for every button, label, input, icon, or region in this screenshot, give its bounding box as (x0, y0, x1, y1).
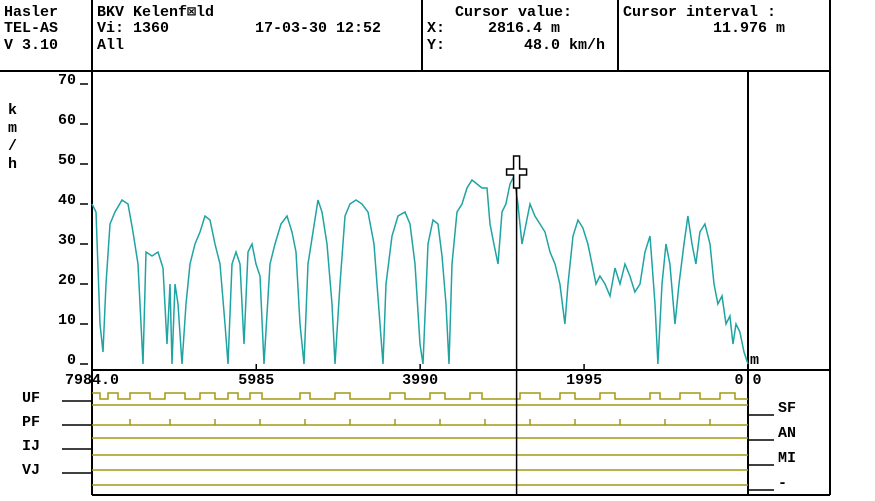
signal-trace (92, 419, 748, 426)
signal-label: SF (778, 400, 796, 417)
signal-label: VJ (22, 462, 40, 479)
y-tick-label: 20 (58, 272, 76, 289)
x-axis-unit: m (750, 352, 759, 369)
device-text: TEL-AS (4, 20, 58, 37)
cursor-interval-title: Cursor interval : (623, 4, 776, 21)
y-tick-label: 40 (58, 192, 76, 209)
cursor-y-value: 48.0 km/h (524, 37, 605, 54)
y-tick-label: 60 (58, 112, 76, 129)
cursor-x-value: 2816.4 m (488, 20, 560, 37)
signal-label: - (778, 475, 787, 492)
y-axis-label: h (8, 156, 17, 173)
date: 17-03-30 12:52 (255, 20, 381, 37)
device-text: V 3.10 (4, 37, 58, 54)
speed-line (91, 173, 749, 365)
cursor-y-label: Y: (427, 37, 445, 54)
signal-label: AN (778, 425, 796, 442)
cursor-x-label: X: (427, 20, 445, 37)
y-tick-label: 50 (58, 152, 76, 169)
y-axis-label: m (8, 120, 17, 137)
signal-trace (92, 392, 748, 400)
x-tick-label: 3990 (402, 372, 438, 389)
cursor-cross (505, 155, 528, 189)
vehicle-name: BKV Kelenf⊠ld (97, 4, 214, 21)
vehicle-id: Vi: 1360 (97, 20, 169, 37)
cursor-interval-value: 11.976 m (713, 20, 785, 37)
filter: All (97, 37, 124, 54)
x-tick-label: 7984.0 (65, 372, 119, 389)
device-text: Hasler (4, 4, 58, 21)
y-tick-label: 70 (58, 72, 76, 89)
y-tick-label: 0 (67, 352, 76, 369)
signal-label: MI (778, 450, 796, 467)
y-tick-label: 30 (58, 232, 76, 249)
y-axis-label: / (8, 138, 17, 155)
y-axis-label: k (8, 102, 17, 119)
signal-label: IJ (22, 438, 40, 455)
x-tick-label: 1995 (566, 372, 602, 389)
signal-label: UF (22, 390, 40, 407)
cursor-value-title: Cursor value: (455, 4, 572, 21)
x-tick-label: 0.0 (734, 372, 761, 389)
y-tick-label: 10 (58, 312, 76, 329)
x-tick-label: 5985 (238, 372, 274, 389)
signal-label: PF (22, 414, 40, 431)
